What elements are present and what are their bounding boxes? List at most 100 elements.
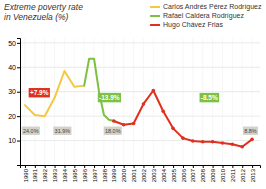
point-marker (221, 141, 225, 145)
annotation: +7.9% (29, 88, 50, 97)
grid-line-y (20, 116, 260, 117)
grid-line-y (20, 67, 260, 68)
y-tick-mark (17, 43, 20, 44)
point-marker (171, 127, 175, 131)
x-tick: 1992 (42, 165, 48, 182)
x-tick-label: 1992 (42, 168, 48, 182)
annotation-text: 8.8% (244, 128, 257, 134)
legend-swatch (150, 24, 160, 26)
x-tick-label: 2003 (151, 168, 157, 182)
annotation-box (22, 127, 40, 135)
annotation-text: 31.9% (55, 128, 71, 134)
annotation: -8.5% (200, 93, 220, 102)
point-marker (191, 139, 195, 143)
x-tick-label: 1995 (72, 168, 78, 182)
x-tick-mark (45, 165, 46, 168)
series-line (84, 59, 114, 121)
point-marker (181, 136, 185, 140)
grid-line-x (34, 38, 35, 165)
x-tick-label: 2001 (131, 168, 137, 182)
grid-line-x (54, 38, 55, 165)
x-tick-mark (203, 165, 204, 168)
y-tick: 10 (8, 137, 20, 144)
x-tick-label: 2006 (181, 168, 187, 182)
annotation: 24.0% (22, 127, 40, 135)
x-tick: 2000 (121, 165, 127, 182)
annotation-box (104, 127, 122, 135)
x-tick: 2004 (161, 165, 167, 182)
x-tick-mark (35, 165, 36, 168)
annotation: -13.9% (98, 93, 121, 102)
point-marker (211, 140, 215, 144)
annotation-text: 18.0% (105, 128, 121, 134)
x-tick: 2011 (230, 165, 236, 182)
annotation-text: -13.9% (99, 94, 120, 101)
x-tick: 2012 (240, 165, 246, 182)
x-tick-mark (232, 165, 233, 168)
x-tick: 2006 (181, 165, 187, 182)
grid-line-x (64, 38, 65, 165)
x-tick-mark (252, 165, 253, 168)
x-tick-label: 2011 (230, 168, 236, 182)
grid-line-x (173, 38, 174, 165)
y-tick-label: 20 (8, 113, 16, 120)
x-tick-mark (114, 165, 115, 168)
annotation-box (200, 93, 220, 102)
annotation-box (53, 127, 71, 135)
x-tick-mark (124, 165, 125, 168)
grid-line-y (20, 140, 260, 141)
x-tick-label: 2007 (190, 168, 196, 182)
grid-line-x (94, 38, 95, 165)
annotation: 31.9% (53, 127, 71, 135)
x-tick-mark (153, 165, 154, 168)
x-tick-mark (143, 165, 144, 168)
x-tick-mark (242, 165, 243, 168)
legend-item: Carlos Andrés Pérez Rodríguez (150, 3, 262, 11)
x-tick-label: 1996 (82, 168, 88, 182)
grid-line-x (74, 38, 75, 165)
point-marker (250, 138, 254, 142)
annotation: 18.0% (104, 127, 122, 135)
x-tick-label: 2013 (250, 168, 256, 182)
x-tick: 2007 (190, 165, 196, 182)
y-tick-mark (17, 116, 20, 117)
x-tick: 2008 (200, 165, 206, 182)
x-tick-mark (94, 165, 95, 168)
legend-label: Rafael Caldera Rodríguez (163, 12, 244, 20)
x-tick-label: 1998 (102, 168, 108, 182)
x-tick: 1999 (111, 165, 117, 182)
grid-line-y (20, 42, 260, 43)
x-tick: 2003 (151, 165, 157, 182)
legend-label: Hugo Chávez Frias (163, 21, 223, 29)
x-tick-label: 1993 (52, 168, 58, 182)
y-tick-mark (17, 92, 20, 93)
x-tick-label: 2010 (220, 168, 226, 182)
x-tick-mark (163, 165, 164, 168)
x-tick-mark (104, 165, 105, 168)
x-tick-label: 2009 (210, 168, 216, 182)
annotation-text: +7.9% (30, 89, 49, 96)
annotation-text: -8.5% (201, 94, 218, 101)
x-tick: 1994 (62, 165, 68, 182)
y-tick-label: 40 (8, 64, 16, 71)
x-tick-label: 2004 (161, 168, 167, 182)
legend: Carlos Andrés Pérez RodríguezRafael Cald… (150, 3, 262, 29)
legend-label: Carlos Andrés Pérez Rodríguez (163, 3, 262, 11)
x-tick-mark (213, 165, 214, 168)
grid-line-x (123, 38, 124, 165)
x-tick-label: 1994 (62, 168, 68, 182)
x-tick: 2013 (250, 165, 256, 182)
x-axis: 1990199119921993199419951996199719981999… (21, 165, 261, 182)
plot-area: 1020304050199019911992199319941995199619… (8, 38, 260, 182)
y-tick-mark (17, 67, 20, 68)
x-tick-mark (55, 165, 56, 168)
x-tick: 1997 (92, 165, 98, 182)
grid-line-x (153, 38, 154, 165)
x-tick: 1993 (52, 165, 58, 182)
annotation-box (243, 127, 258, 135)
x-tick-label: 2002 (141, 168, 147, 182)
legend-item: Hugo Chávez Frias (150, 21, 223, 29)
marks (25, 59, 254, 149)
series-line (114, 91, 252, 147)
x-tick: 2009 (210, 165, 216, 182)
